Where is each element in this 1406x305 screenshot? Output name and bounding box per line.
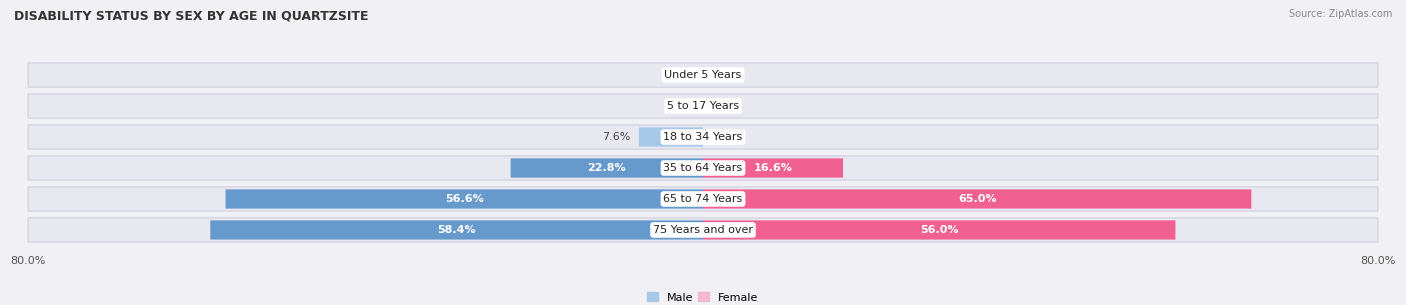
Text: 75 Years and over: 75 Years and over: [652, 225, 754, 235]
FancyBboxPatch shape: [211, 220, 703, 239]
Text: 56.6%: 56.6%: [444, 194, 484, 204]
Text: Under 5 Years: Under 5 Years: [665, 70, 741, 80]
FancyBboxPatch shape: [703, 189, 1251, 209]
Text: 0.0%: 0.0%: [666, 101, 695, 111]
FancyBboxPatch shape: [703, 220, 1175, 239]
FancyBboxPatch shape: [510, 158, 703, 178]
Text: 5 to 17 Years: 5 to 17 Years: [666, 101, 740, 111]
Text: 0.0%: 0.0%: [711, 132, 740, 142]
Text: 56.0%: 56.0%: [920, 225, 959, 235]
FancyBboxPatch shape: [28, 125, 1378, 149]
FancyBboxPatch shape: [638, 127, 703, 147]
FancyBboxPatch shape: [225, 189, 703, 209]
Legend: Male, Female: Male, Female: [643, 288, 763, 305]
Text: 65 to 74 Years: 65 to 74 Years: [664, 194, 742, 204]
FancyBboxPatch shape: [28, 63, 1378, 87]
Text: 7.6%: 7.6%: [602, 132, 630, 142]
FancyBboxPatch shape: [28, 218, 1378, 242]
Text: 35 to 64 Years: 35 to 64 Years: [664, 163, 742, 173]
Text: 0.0%: 0.0%: [666, 70, 695, 80]
Text: 0.0%: 0.0%: [711, 101, 740, 111]
FancyBboxPatch shape: [28, 94, 1378, 118]
Text: DISABILITY STATUS BY SEX BY AGE IN QUARTZSITE: DISABILITY STATUS BY SEX BY AGE IN QUART…: [14, 9, 368, 22]
Text: 18 to 34 Years: 18 to 34 Years: [664, 132, 742, 142]
Text: 0.0%: 0.0%: [711, 70, 740, 80]
FancyBboxPatch shape: [28, 156, 1378, 180]
Text: 22.8%: 22.8%: [588, 163, 626, 173]
Text: 16.6%: 16.6%: [754, 163, 793, 173]
FancyBboxPatch shape: [703, 158, 844, 178]
Text: Source: ZipAtlas.com: Source: ZipAtlas.com: [1288, 9, 1392, 19]
FancyBboxPatch shape: [28, 187, 1378, 211]
Text: 58.4%: 58.4%: [437, 225, 477, 235]
Text: 65.0%: 65.0%: [957, 194, 997, 204]
